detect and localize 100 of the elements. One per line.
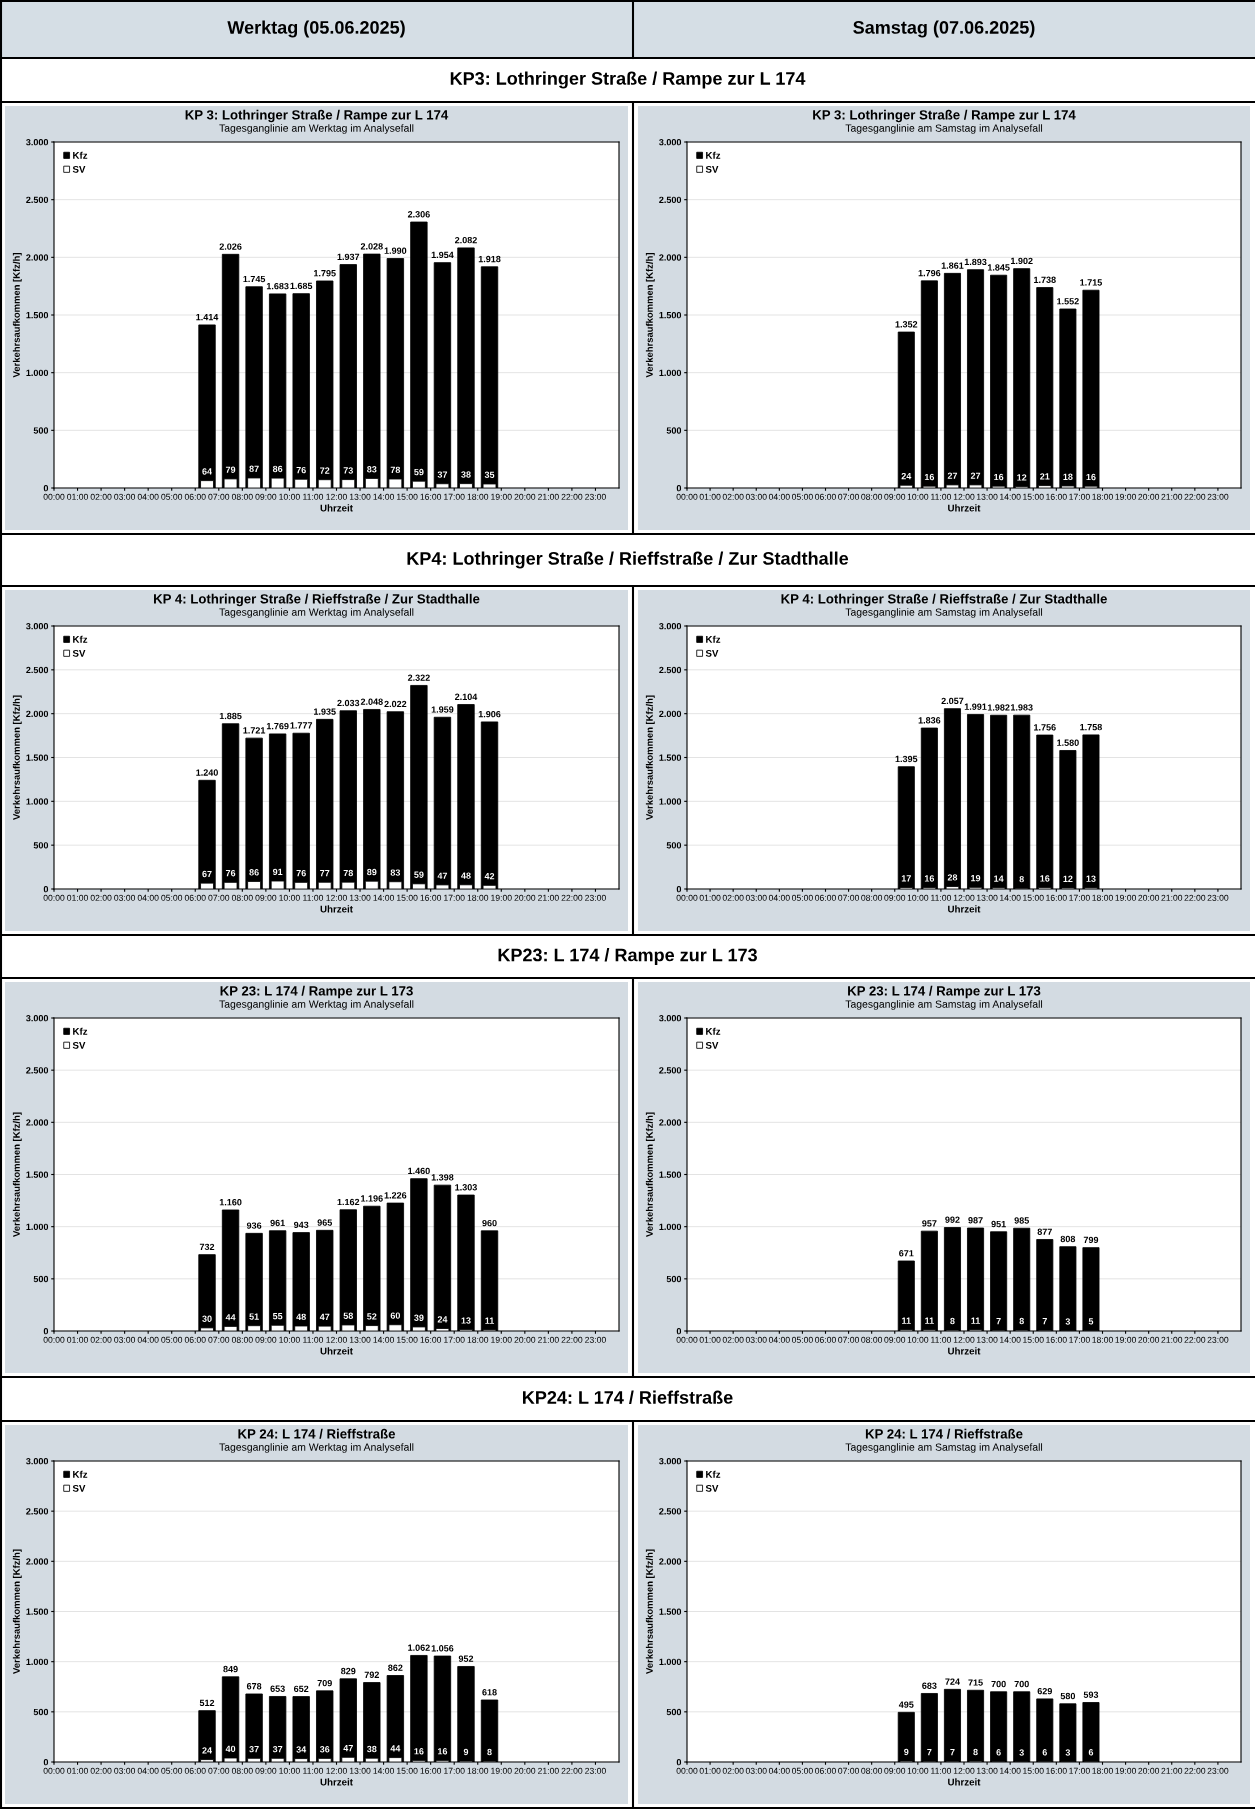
y-tick-label: 0: [676, 885, 682, 893]
x-tick-label: 14:00: [1000, 894, 1021, 901]
y-tick-label: 2.500: [26, 196, 49, 204]
data-label: 16: [1086, 473, 1096, 481]
data-label: 957: [922, 1220, 937, 1227]
x-tick-label: 08:00: [231, 493, 253, 500]
x-tick-label: 08:00: [231, 894, 253, 901]
x-tick-label: 12:00: [953, 1767, 975, 1774]
y-tick-label: 500: [666, 427, 682, 434]
data-label: 629: [1037, 1687, 1052, 1695]
data-label: 700: [1014, 1680, 1029, 1688]
data-label: 992: [945, 1216, 960, 1223]
x-tick-label: 00:00: [43, 894, 65, 901]
legend-label: SV: [705, 1041, 719, 1049]
x-tick-label: 23:00: [1207, 1336, 1229, 1343]
data-label: 1.983: [1010, 704, 1033, 711]
text: Werktag (05.06.2025): [227, 20, 405, 38]
data-label: 2.033: [337, 699, 360, 707]
y-tick-label: 3.000: [26, 138, 49, 146]
legend-label: Kfz: [73, 1470, 88, 1478]
x-tick-label: 19:00: [1115, 1336, 1137, 1343]
x-tick-label: 13:00: [349, 894, 371, 901]
data-label: 951: [991, 1220, 1006, 1228]
x-tick-label: 23:00: [1207, 493, 1229, 500]
data-label: 1.552: [1057, 298, 1079, 305]
data-label: 1.738: [1034, 276, 1056, 283]
data-label: 1.982: [987, 704, 1010, 711]
y-tick-label: 3.000: [659, 1014, 682, 1022]
data-label: 2.322: [407, 674, 430, 681]
x-tick-label: 23:00: [1207, 894, 1229, 901]
x-tick-label: 10:00: [279, 1767, 300, 1774]
data-label: 48: [296, 1313, 306, 1321]
x-tick-label: 14:00: [1000, 493, 1021, 500]
x-tick-label: 05:00: [791, 894, 813, 901]
data-label: 8: [1019, 875, 1024, 883]
text: KP4: Lothringer Straße / Rieffstraße / Zur Stadthalle: [407, 551, 849, 569]
x-tick-label: 02:00: [90, 1767, 112, 1774]
x-tick-label: 09:00: [884, 1767, 906, 1774]
x-tick-label: 17:00: [444, 1336, 465, 1343]
x-tick-label: 04:00: [768, 1767, 790, 1774]
x-tick-label: 21:00: [538, 1767, 559, 1774]
x-tick-label: 15:00: [1023, 1767, 1044, 1774]
y-axis-title: Verkehrsaufkommen [Kfz/h]: [12, 1112, 22, 1237]
x-tick-label: 21:00: [538, 493, 559, 500]
y-tick-label: 1.500: [26, 311, 49, 319]
y-tick-label: 1.000: [26, 369, 49, 377]
data-label: 40: [225, 1745, 236, 1753]
x-tick-label: 04:00: [137, 1767, 159, 1774]
data-label: 1.902: [1010, 257, 1033, 265]
x-tick-label: 19:00: [491, 894, 512, 901]
x-tick-label: 16:00: [420, 894, 442, 901]
text: Samstag (07.06.2025): [853, 20, 1035, 38]
data-label: 87: [249, 465, 259, 473]
x-tick-label: 07:00: [838, 894, 860, 901]
data-label: 52: [367, 1313, 377, 1320]
x-tick-label: 08:00: [861, 493, 883, 500]
x-tick-label: 14:00: [373, 1767, 395, 1774]
data-label: 59: [414, 468, 424, 476]
x-axis-title: Uhrzeit: [320, 1778, 353, 1786]
x-tick-label: 15:00: [1023, 493, 1044, 500]
data-label: 1.777: [290, 722, 313, 729]
data-label: 1.414: [196, 314, 219, 321]
data-label: 512: [199, 1699, 215, 1707]
data-label: 17: [901, 875, 911, 882]
y-tick-label: 500: [666, 1708, 682, 1716]
data-label: 1.990: [384, 247, 407, 254]
x-axis-title: Uhrzeit: [948, 1347, 981, 1355]
data-label: 38: [461, 471, 471, 478]
x-tick-label: 00:00: [43, 1336, 65, 1343]
data-label: 30: [202, 1315, 212, 1322]
data-label: 1.580: [1057, 739, 1079, 746]
x-tick-label: 11:00: [931, 1767, 952, 1774]
y-tick-label: 0: [43, 1327, 49, 1335]
data-label: 83: [367, 466, 377, 473]
x-tick-label: 07:00: [838, 493, 860, 500]
x-tick-label: 22:00: [561, 1336, 583, 1343]
x-tick-label: 22:00: [561, 493, 583, 500]
data-label: 1.769: [266, 722, 289, 730]
x-tick-label: 11:00: [931, 894, 952, 901]
data-label: 6: [996, 1749, 1001, 1756]
y-tick-label: 1.500: [26, 1171, 49, 1178]
data-label: 808: [1060, 1235, 1076, 1243]
legend-label: SV: [72, 165, 86, 173]
y-tick-label: 0: [676, 1327, 682, 1335]
x-tick-label: 08:00: [861, 1336, 883, 1343]
data-label: 8: [950, 1317, 955, 1325]
data-label: 14: [994, 875, 1004, 882]
data-label: 59: [414, 871, 424, 878]
data-label: 21: [1040, 473, 1050, 480]
y-tick-label: 3.000: [26, 1457, 49, 1465]
y-axis-title: Verkehrsaufkommen [Kfz/h]: [12, 695, 22, 820]
data-label: 1.861: [941, 262, 964, 269]
x-tick-label: 07:00: [208, 1336, 230, 1343]
x-tick-label: 05:00: [161, 1767, 183, 1774]
y-tick-label: 2.000: [26, 254, 49, 261]
x-tick-label: 13:00: [976, 1336, 998, 1343]
y-tick-label: 1.000: [659, 1223, 682, 1231]
data-label: 67: [202, 870, 212, 878]
x-tick-label: 16:00: [420, 1336, 442, 1343]
x-tick-label: 19:00: [491, 1336, 512, 1343]
